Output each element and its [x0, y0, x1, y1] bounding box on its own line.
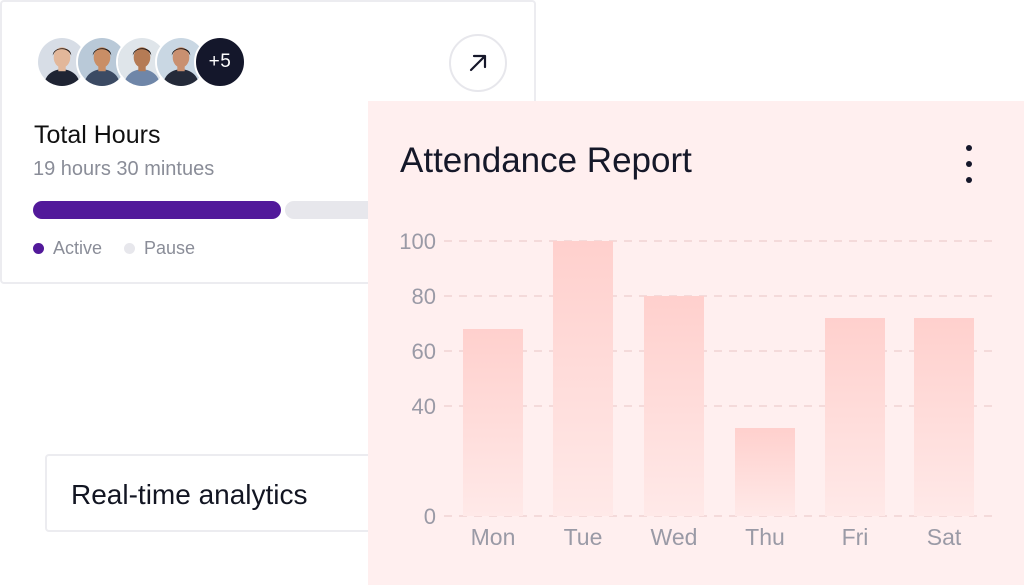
legend-item-active: Active — [33, 238, 102, 259]
legend-label: Pause — [144, 238, 196, 258]
open-details-button[interactable] — [449, 34, 507, 92]
y-tick-label: 60 — [412, 339, 436, 364]
kebab-dot — [966, 161, 972, 167]
attendance-report-card: 0 40 60 80 100 Mon Tue Wed Thu Fri Sat Attendance … — [368, 101, 1024, 585]
x-tick-label: Fri — [842, 524, 869, 550]
avatar[interactable] — [36, 36, 88, 88]
legend-dot-active — [33, 243, 44, 254]
y-tick-label: 0 — [424, 504, 436, 529]
bar-thu[interactable] — [735, 428, 795, 516]
bar-sat[interactable] — [914, 318, 974, 516]
x-tick-label: Sat — [927, 524, 962, 550]
total-hours-value: 19 hours 30 mintues — [33, 158, 215, 180]
progress-legend: Active Pause — [33, 238, 195, 259]
more-options-button[interactable] — [958, 145, 980, 183]
x-tick-label: Mon — [471, 524, 516, 550]
bar-tue[interactable] — [553, 241, 613, 516]
legend-item-pause: Pause — [124, 238, 195, 259]
real-time-analytics-card[interactable]: Real-time analytics — [45, 454, 385, 532]
legend-label: Active — [53, 238, 103, 258]
analytics-label: Real-time analytics — [71, 479, 308, 510]
arrow-up-right-icon — [469, 54, 487, 72]
total-hours-title: Total Hours — [34, 121, 161, 149]
y-tick-label: 100 — [399, 229, 436, 254]
y-tick-label: 80 — [412, 284, 436, 309]
kebab-dot — [966, 177, 972, 183]
bar-fri[interactable] — [825, 318, 885, 516]
bar-wed[interactable] — [644, 296, 704, 516]
x-tick-label: Wed — [651, 524, 698, 550]
person-icon — [38, 38, 86, 86]
progress-active-segment — [33, 201, 281, 219]
kebab-dot — [966, 145, 972, 151]
more-members-badge[interactable]: +5 — [194, 36, 246, 88]
y-tick-label: 40 — [412, 394, 436, 419]
report-title: Attendance Report — [400, 141, 692, 180]
x-tick-label: Tue — [564, 524, 603, 550]
legend-dot-pause — [124, 243, 136, 254]
bar-mon[interactable] — [463, 329, 523, 516]
attendance-bar-chart: 0 40 60 80 100 Mon Tue Wed Thu Fri Sat — [399, 229, 994, 550]
x-tick-label: Thu — [745, 524, 785, 550]
